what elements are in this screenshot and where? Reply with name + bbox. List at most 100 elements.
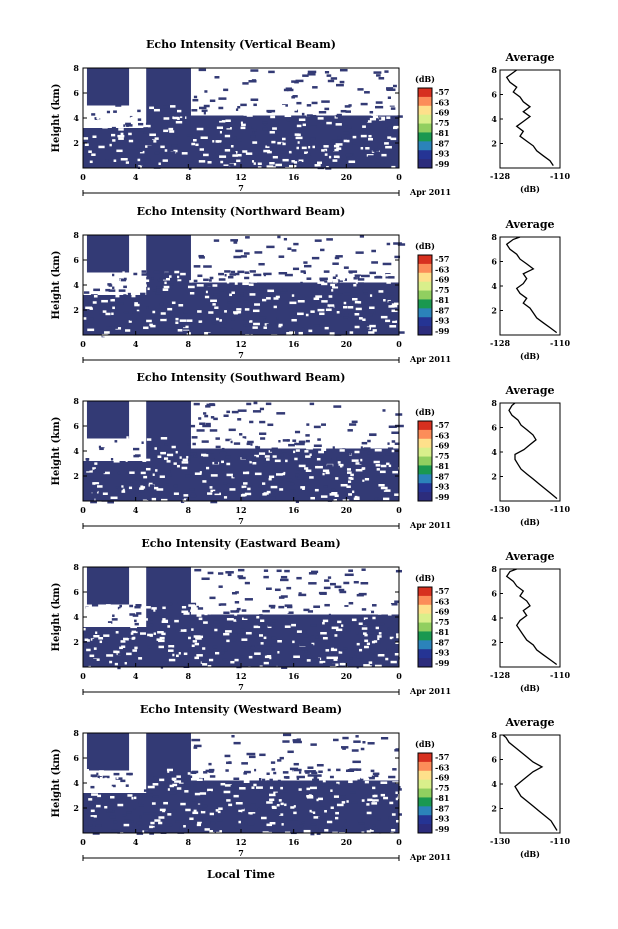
echo-cell	[354, 653, 357, 656]
echo-cell	[128, 132, 132, 136]
echo-cell	[230, 144, 234, 148]
echo-cell	[241, 646, 246, 649]
echo-cell	[134, 605, 141, 609]
echo-cell	[236, 308, 242, 311]
echo-cell	[208, 657, 215, 660]
echo-cell	[191, 167, 198, 170]
echo-cell	[169, 784, 174, 788]
echo-cell	[357, 276, 360, 280]
echo-cell	[357, 819, 363, 823]
echo-cell	[104, 454, 111, 458]
echo-region	[86, 235, 130, 273]
echo-cell	[292, 309, 299, 312]
echo-cell	[183, 657, 190, 660]
echo-cell	[115, 327, 122, 330]
echo-cell	[170, 832, 176, 836]
echo-cell	[359, 235, 365, 238]
echo-cell	[224, 134, 231, 138]
echo-cell	[99, 640, 103, 644]
echo-cell	[360, 581, 369, 585]
echo-cell	[219, 830, 223, 833]
y-tick-label: 4	[73, 612, 79, 622]
echo-cell	[331, 647, 334, 651]
echo-cell	[387, 627, 390, 630]
echo-cell	[391, 165, 396, 169]
echo-cell	[344, 661, 348, 664]
echo-cell	[344, 312, 349, 316]
echo-cell	[88, 468, 92, 471]
echo-cell	[208, 658, 214, 662]
echo-cell	[247, 440, 254, 444]
echo-cell	[215, 151, 223, 155]
echo-cell	[175, 137, 178, 141]
echo-cell	[326, 74, 332, 77]
echo-cell	[278, 323, 283, 327]
echo-cell	[248, 483, 253, 487]
colorbar-swatch	[418, 255, 432, 265]
echo-cell	[215, 632, 222, 635]
echo-cell	[111, 279, 116, 283]
echo-cell	[93, 456, 101, 459]
echo-cell	[144, 158, 151, 161]
echo-cell	[384, 142, 389, 145]
echo-cell	[244, 598, 253, 601]
echo-cell	[279, 453, 284, 457]
echo-cell	[324, 809, 327, 813]
colorbar-swatch	[418, 658, 432, 668]
echo-cell	[387, 126, 394, 130]
x-tick-label: 0	[80, 505, 86, 515]
profile-y-tick-label: 6	[491, 755, 497, 765]
echo-cell	[166, 453, 174, 457]
echo-cell	[386, 462, 390, 466]
echo-cell	[246, 114, 253, 117]
echo-cell	[377, 653, 385, 657]
echo-cell	[208, 311, 214, 314]
echo-cell	[271, 619, 277, 623]
echo-cell	[362, 289, 369, 293]
echo-cell	[151, 277, 154, 280]
echo-cell	[160, 451, 166, 455]
echo-cell	[122, 271, 125, 274]
echo-cell	[306, 104, 312, 107]
echo-cell	[275, 163, 282, 167]
echo-cell	[186, 455, 189, 459]
echo-cell	[158, 445, 161, 449]
echo-cell	[136, 832, 144, 835]
echo-cell	[342, 125, 348, 128]
echo-cell	[346, 485, 351, 488]
echo-cell	[98, 145, 105, 149]
echo-cell	[233, 777, 240, 781]
echo-cell	[134, 619, 137, 623]
echo-cell	[143, 789, 149, 792]
echo-cell	[163, 129, 169, 133]
echo-cell	[372, 149, 379, 152]
echo-cell	[262, 127, 268, 131]
echo-cell	[252, 410, 262, 413]
echo-cell	[333, 148, 339, 152]
echo-cell	[223, 496, 228, 499]
echo-cell	[215, 437, 220, 440]
echo-cell	[345, 769, 355, 773]
echo-cell	[91, 153, 96, 156]
echo-cell	[254, 332, 258, 336]
echo-cell	[375, 296, 381, 300]
profile-title: Average	[504, 218, 554, 231]
echo-cell	[173, 133, 180, 137]
echo-cell	[277, 141, 284, 145]
echo-cell	[331, 488, 336, 492]
echo-cell	[115, 657, 121, 661]
echo-cell	[254, 472, 262, 476]
echo-cell	[109, 660, 113, 664]
echo-cell	[102, 794, 105, 797]
echo-cell	[340, 483, 348, 487]
echo-cell	[111, 784, 116, 788]
echo-cell	[306, 141, 310, 144]
echo-cell	[199, 471, 202, 474]
echo-cell	[156, 286, 162, 289]
echo-cell	[201, 577, 210, 581]
echo-cell	[99, 447, 104, 451]
echo-cell	[202, 309, 206, 313]
echo-cell	[377, 278, 382, 282]
echo-cell	[99, 770, 104, 773]
echo-cell	[242, 82, 249, 85]
